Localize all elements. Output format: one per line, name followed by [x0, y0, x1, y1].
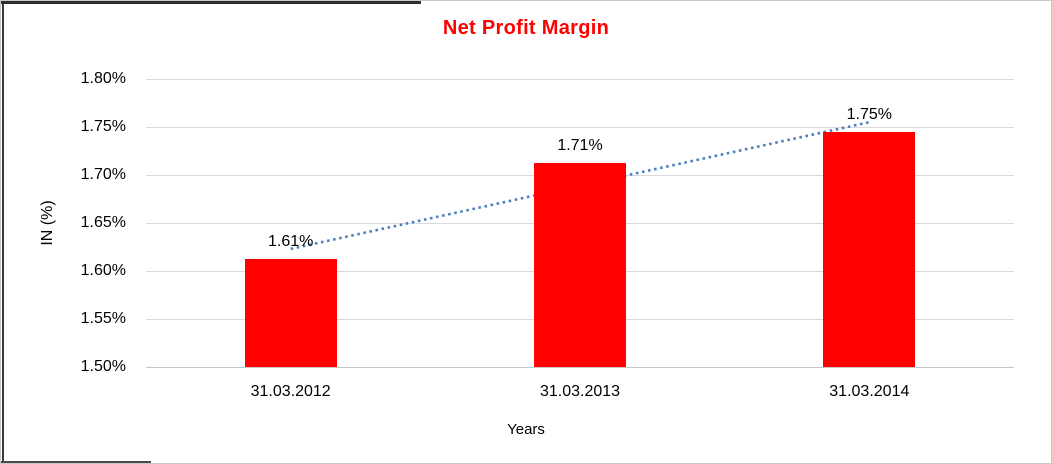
- gridline: [146, 126, 1014, 128]
- x-axis-tick-labels: 31.03.2012 31.03.2013 31.03.2014: [146, 371, 1014, 401]
- y-tick-label: 1.80%: [80, 70, 126, 87]
- bottom-edge-border: [1, 461, 151, 463]
- gridline: [146, 78, 1014, 80]
- bar-31.03.2013: [534, 163, 626, 367]
- top-edge-border: [1, 1, 421, 4]
- left-edge-border: [2, 1, 4, 463]
- y-tick-label: 1.70%: [80, 166, 126, 183]
- x-tick-label: 31.03.2014: [829, 383, 910, 400]
- bar-data-label: 1.61%: [267, 233, 314, 251]
- y-tick-label: 1.75%: [80, 118, 126, 135]
- x-tick-label: 31.03.2012: [250, 383, 331, 400]
- x-axis-title: Years: [507, 421, 545, 438]
- chart-title: Net Profit Margin: [442, 17, 610, 39]
- y-tick-label: 1.50%: [80, 358, 126, 375]
- y-axis-tick-labels: 1.80% 1.75% 1.70% 1.65% 1.60% 1.55% 1.50%: [1, 70, 132, 375]
- x-tick-label: 31.03.2013: [539, 383, 621, 400]
- plot-area: 1.61% 1.71% 1.75%: [146, 78, 1014, 368]
- y-tick-label: 1.60%: [80, 262, 126, 279]
- bar-31.03.2014: [823, 131, 916, 367]
- y-tick-label: 1.65%: [80, 214, 126, 231]
- bar-data-label: 1.71%: [557, 137, 603, 155]
- x-axis-line: [146, 366, 1014, 368]
- y-tick-label: 1.55%: [80, 310, 126, 327]
- bar-data-label: 1.75%: [846, 105, 893, 123]
- bar-31.03.2012: [244, 259, 337, 367]
